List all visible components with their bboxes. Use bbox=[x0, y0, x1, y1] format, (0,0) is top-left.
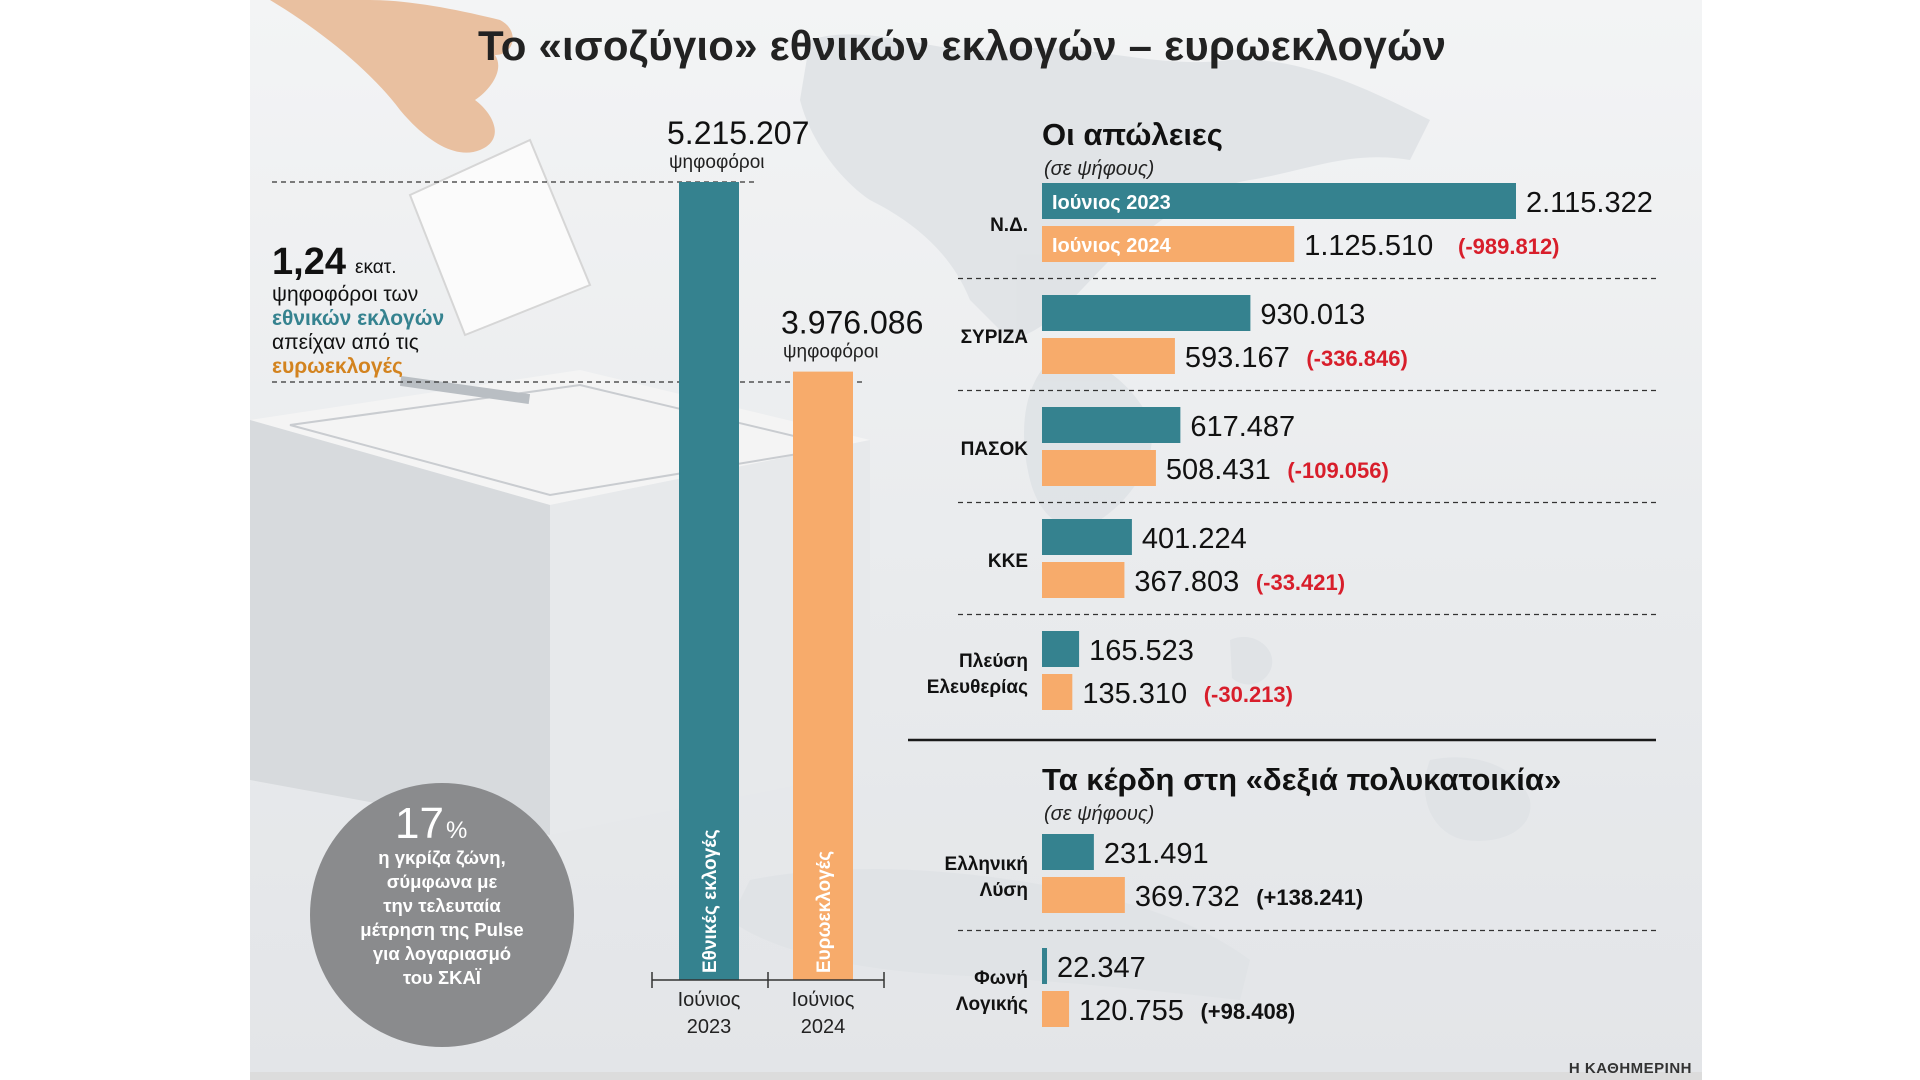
hbar-2023-value: 231.491 bbox=[1104, 838, 1209, 870]
vbar-inner-label: Ευρωεκλογές bbox=[814, 851, 835, 973]
vbar-x-tick-label: Ιούνιος bbox=[792, 989, 855, 1011]
hbar-group-label: Πλεύση bbox=[959, 651, 1028, 672]
hbar-2024-value: 369.732 bbox=[1135, 881, 1240, 913]
hbar-2024-value: 135.310 bbox=[1082, 678, 1187, 710]
hbar-2024-value: 593.167 bbox=[1185, 342, 1290, 374]
circle-line: σύμφωνα με bbox=[387, 871, 498, 892]
hbar-group-label: Ελευθερίας bbox=[927, 677, 1028, 698]
circle-percent: 17 bbox=[395, 799, 444, 848]
left-note-big: 1,24 bbox=[272, 241, 346, 283]
hchart-subtitle: (σε ψήφους) bbox=[1044, 158, 1154, 180]
vbar-x-tick-label: Ιούνιος bbox=[678, 989, 741, 1011]
hbar-diff-value: (-109.056) bbox=[1287, 458, 1389, 483]
hbar-diff-value: (-336.846) bbox=[1306, 346, 1408, 371]
hbar-group-label: Φωνή bbox=[974, 968, 1028, 989]
hbar-2024 bbox=[1042, 674, 1073, 710]
circle-line: η γκρίζα ζώνη, bbox=[378, 847, 505, 869]
left-note-unit: εκατ. bbox=[355, 257, 397, 278]
hbar-2023-value: 930.013 bbox=[1260, 299, 1365, 331]
hbar-2023-value: 401.224 bbox=[1142, 523, 1247, 555]
hbar-2024 bbox=[1042, 338, 1175, 374]
circle-line: του ΣΚΑΪ bbox=[403, 967, 482, 988]
circle-line: για λογαριασμό bbox=[373, 943, 511, 964]
circle-line: μέτρηση της Pulse bbox=[360, 919, 523, 940]
hbar-2023-value: 165.523 bbox=[1089, 635, 1194, 667]
hbar-group-label: ΣΥΡΙΖΑ bbox=[961, 327, 1029, 348]
hbar-diff-value: (-33.421) bbox=[1256, 570, 1345, 595]
left-note-line3: απείχαν από τις bbox=[272, 331, 419, 354]
hbar-2023 bbox=[1042, 631, 1080, 667]
hbar-group-label: Ελληνική bbox=[945, 854, 1028, 875]
hbar-2023 bbox=[1042, 407, 1181, 443]
hchart-title: Τα κέρδη στη «δεξιά πολυκατοικία» bbox=[1042, 762, 1561, 797]
hchart-subtitle: (σε ψήφους) bbox=[1044, 803, 1154, 825]
hbar-group-label: ΠΑΣΟΚ bbox=[961, 439, 1029, 460]
hbar-2024-value: 1.125.510 bbox=[1304, 230, 1433, 262]
hbar-diff-value: (+98.408) bbox=[1200, 999, 1295, 1024]
vbar-inner-label: Εθνικές εκλογές bbox=[700, 829, 721, 973]
vbar-value-label: 5.215.207 bbox=[667, 115, 809, 151]
hbar-2023-value: 617.487 bbox=[1190, 411, 1295, 443]
hbar-2024 bbox=[1042, 877, 1125, 913]
bottom-strip bbox=[250, 1072, 1702, 1080]
hbar-diff-value: (+138.241) bbox=[1256, 885, 1363, 910]
legend-2023: Ιούνιος 2023 bbox=[1052, 192, 1171, 214]
hand-with-ballot-illustration bbox=[270, 0, 592, 337]
hbar-group-label: Λογικής bbox=[956, 994, 1028, 1015]
hbar-2023 bbox=[1042, 519, 1132, 555]
circle-text: η γκρίζα ζώνη,σύμφωνα με την τελευταία μέτ… bbox=[360, 847, 523, 988]
vbar-1 bbox=[679, 182, 739, 980]
hbar-2024 bbox=[1042, 226, 1295, 262]
hbar-diff-value: (-30.213) bbox=[1204, 682, 1293, 707]
hbar-group-label: ΚΚΕ bbox=[988, 551, 1028, 572]
losses-chart: Οι απώλειες (σε ψήφους) Ιούνιος 2023 Ιούνιο… bbox=[927, 117, 1656, 710]
gains-chart: Τα κέρδη στη «δεξιά πολυκατοικία» (σε ψήφ… bbox=[945, 762, 1656, 1027]
left-note-highlight2: ευρωεκλογές bbox=[272, 355, 403, 378]
circle-percent-sign: % bbox=[446, 817, 467, 844]
hbar-group-label: Λύση bbox=[980, 880, 1028, 901]
left-note: 1,24 εκατ. ψηφοφόροι των εθνικών εκλογών… bbox=[272, 241, 444, 378]
hbar-2023 bbox=[1042, 948, 1048, 984]
legend-2024: Ιούνιος 2024 bbox=[1052, 235, 1172, 257]
hbar-2024 bbox=[1042, 450, 1156, 486]
hbar-diff-value: (-989.812) bbox=[1458, 234, 1560, 259]
hbar-2023 bbox=[1042, 834, 1094, 870]
vbar-x-tick-label: 2023 bbox=[687, 1016, 732, 1038]
hbar-2024 bbox=[1042, 991, 1070, 1027]
vbar-value-label: 3.976.086 bbox=[781, 305, 923, 341]
hbar-2024-value: 508.431 bbox=[1166, 454, 1271, 486]
hchart-title: Οι απώλειες bbox=[1042, 117, 1223, 152]
left-note-highlight1: εθνικών εκλογών bbox=[272, 307, 444, 330]
hbar-2024-value: 120.755 bbox=[1079, 995, 1184, 1027]
hbar-2023 bbox=[1042, 183, 1516, 219]
vbar-unit-label: ψηφοφόροι bbox=[783, 342, 878, 363]
credit: Η ΚΑΘΗΜΕΡΙΝΗ bbox=[1568, 1060, 1692, 1077]
circle-shape bbox=[310, 783, 574, 1047]
hbar-2024 bbox=[1042, 562, 1125, 598]
left-note-line1: ψηφοφόροι των bbox=[272, 283, 418, 306]
circle-line: την τελευταία bbox=[383, 895, 501, 916]
vbar-unit-label: ψηφοφόροι bbox=[669, 152, 764, 173]
grey-zone-circle: 17 % η γκρίζα ζώνη,σύμφωνα με την τελευτα… bbox=[310, 783, 574, 1047]
hbar-2023-value: 2.115.322 bbox=[1526, 187, 1653, 219]
vbar-x-tick-label: 2024 bbox=[801, 1016, 846, 1038]
hbar-group-label: Ν.Δ. bbox=[990, 215, 1028, 236]
page-title: Το «ισοζύγιο» εθνικών εκλογών – ευρωεκλο… bbox=[478, 22, 1447, 69]
vbar-2 bbox=[793, 371, 853, 981]
hbar-2023 bbox=[1042, 295, 1251, 331]
hbar-2024-value: 367.803 bbox=[1134, 566, 1239, 598]
hbar-2023-value: 22.347 bbox=[1057, 952, 1146, 984]
